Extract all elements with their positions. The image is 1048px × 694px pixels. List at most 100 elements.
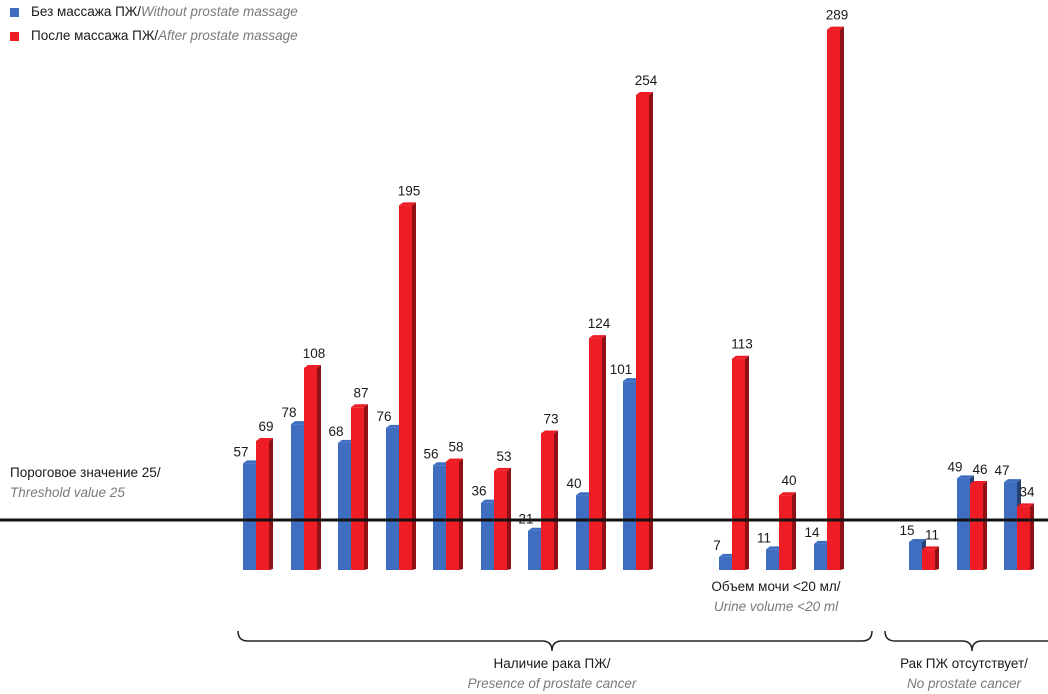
value-label-without-14: 47	[994, 463, 1009, 478]
bar-with-9-top	[732, 355, 749, 359]
value-label-without-0: 57	[233, 444, 248, 459]
cancer-group-en: Presence of prostate cancer	[467, 676, 637, 691]
bar-with-1-front	[304, 368, 317, 570]
bar-without-3-top	[386, 424, 403, 428]
legend-with-en: After prostate massage	[158, 28, 298, 43]
bar-with-1-side	[317, 365, 321, 570]
bar-without-9-front	[719, 556, 732, 570]
legend-swatch-blue	[10, 7, 19, 17]
value-label-without-12: 15	[899, 523, 914, 538]
bar-with-0-top	[256, 437, 273, 441]
bar-with-2-top	[351, 404, 368, 408]
value-label-with-9: 113	[731, 337, 753, 352]
bar-with-6-top	[541, 430, 558, 434]
bar-without-4-front	[433, 465, 446, 570]
bar-with-10	[779, 492, 796, 570]
bar-with-3-top	[399, 202, 416, 206]
bar-without-10-front	[766, 549, 779, 570]
bar-without-14-top	[1004, 479, 1021, 483]
value-label-without-6: 21	[518, 512, 533, 527]
value-label-with-7: 124	[588, 316, 611, 331]
bar-without-11-front	[814, 543, 827, 570]
bar-with-13	[970, 480, 987, 570]
bar-without-2-top	[338, 439, 355, 443]
bar-with-4-top	[446, 458, 463, 462]
bar-with-6-side	[554, 430, 558, 570]
value-label-with-6: 73	[543, 411, 558, 426]
bar-with-4-side	[459, 458, 463, 570]
bar-with-7	[589, 335, 606, 570]
nocancer-group-label: Рак ПЖ отсутствует/ No prostate cancer	[880, 654, 1048, 694]
bar-without-1-top	[291, 421, 308, 425]
cancer-group-ru: Наличие рака ПЖ/	[493, 656, 611, 671]
value-label-with-13: 46	[972, 462, 987, 477]
bar-with-10-side	[792, 492, 796, 570]
value-label-without-9: 7	[713, 538, 721, 553]
bar-without-5-front	[481, 502, 494, 570]
value-label-without-8: 101	[610, 362, 633, 377]
bar-without-10-top	[766, 546, 783, 550]
bar-with-6	[541, 430, 558, 570]
bar-without-0-top	[243, 460, 260, 464]
cancer-group-label: Наличие рака ПЖ/ Presence of prostate ca…	[432, 654, 672, 694]
bar-with-1-top	[304, 365, 321, 369]
nocancer-group-en: No prostate cancer	[906, 676, 1022, 691]
bar-with-9-front	[732, 358, 745, 570]
nocancer-group-brace	[884, 630, 1048, 652]
value-label-with-12: 11	[925, 527, 939, 542]
bar-without-13-top	[957, 475, 974, 479]
bar-without-5-top	[481, 499, 498, 503]
legend-item-without: Без массажа ПЖ/Without prostate massage	[10, 0, 298, 24]
bar-with-0-side	[269, 437, 273, 570]
value-label-without-13: 49	[947, 459, 962, 474]
bar-without-1-front	[291, 424, 304, 570]
bar-without-6-front	[528, 530, 541, 570]
value-label-with-8: 254	[635, 73, 658, 88]
bar-with-8-top	[636, 92, 653, 96]
bar-without-11-top	[814, 540, 831, 544]
threshold-label-ru: Пороговое значение 25/	[10, 465, 161, 480]
value-label-without-2: 68	[328, 424, 343, 439]
value-label-without-3: 76	[376, 409, 391, 424]
bar-without-4-top	[433, 462, 450, 466]
bar-with-7-top	[589, 335, 606, 339]
bar-with-12-side	[935, 546, 939, 570]
bar-with-11-front	[827, 29, 840, 570]
bar-without-6-top	[528, 527, 545, 531]
value-label-with-11: 289	[826, 8, 849, 23]
value-label-with-1: 108	[303, 346, 326, 361]
legend: Без массажа ПЖ/Without prostate massage …	[10, 0, 298, 48]
bar-with-8	[636, 92, 653, 571]
bar-with-8-front	[636, 95, 649, 571]
bar-with-7-side	[602, 335, 606, 570]
legend-with-ru: После массажа ПЖ/	[31, 28, 159, 43]
value-label-without-4: 56	[423, 446, 438, 461]
bar-with-4	[446, 458, 463, 570]
bar-without-13-front	[957, 478, 970, 570]
bar-with-1	[304, 365, 321, 570]
bar-with-12	[922, 546, 939, 570]
bar-with-2	[351, 404, 368, 570]
bar-without-7-top	[576, 492, 593, 496]
value-label-with-10: 40	[781, 473, 796, 488]
value-label-with-0: 69	[258, 419, 273, 434]
bar-with-3	[399, 202, 416, 570]
bar-with-9-side	[745, 355, 749, 570]
cancer-group-brace	[237, 630, 873, 652]
bar-without-3-front	[386, 427, 399, 570]
bar-with-2-front	[351, 407, 364, 570]
bar-without-7-front	[576, 495, 589, 570]
bar-with-6-front	[541, 433, 554, 570]
bar-with-14-top	[1017, 503, 1034, 507]
bar-with-12-top	[922, 546, 939, 550]
bar-with-4-front	[446, 461, 459, 570]
legend-without-ru: Без массажа ПЖ/	[31, 4, 142, 19]
bars-layer	[243, 26, 1034, 571]
bar-with-3-side	[412, 202, 416, 570]
bar-with-7-front	[589, 338, 602, 570]
bar-with-14	[1017, 503, 1034, 570]
bar-without-14-front	[1004, 482, 1017, 570]
bar-with-13-top	[970, 480, 987, 484]
bar-with-14-side	[1030, 503, 1034, 570]
value-label-with-5: 53	[496, 449, 511, 464]
